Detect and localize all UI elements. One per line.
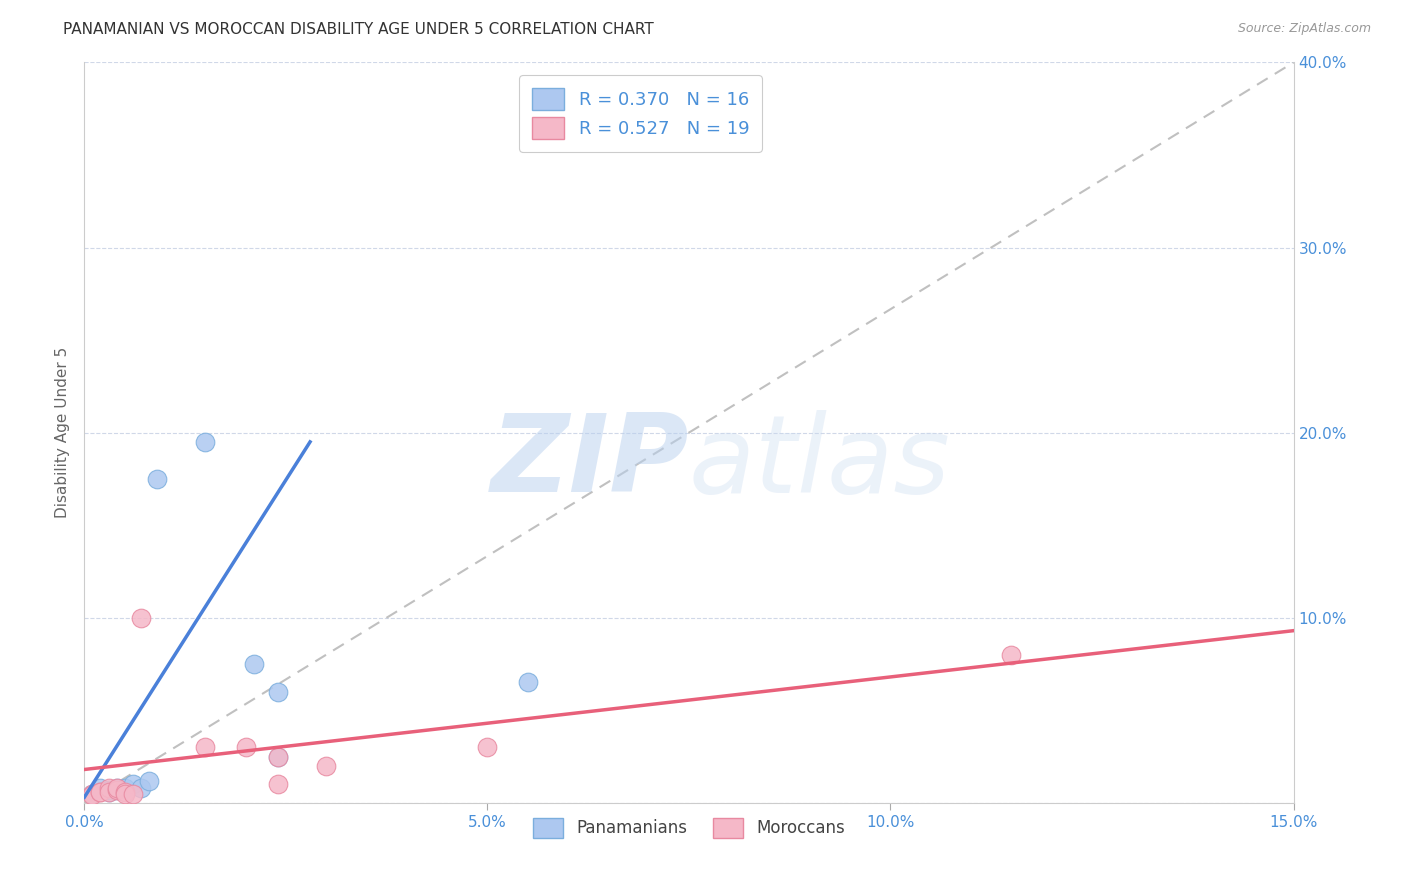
Point: [516, 675, 538, 690]
Point: [129, 610, 152, 624]
Legend: Panamanians, Moroccans: Panamanians, Moroccans: [524, 809, 853, 847]
Point: [138, 773, 160, 788]
Point: [82, 789, 104, 803]
Point: [97, 785, 120, 799]
Point: [82, 787, 104, 801]
Point: [97, 780, 120, 795]
Point: [114, 787, 136, 801]
Point: [114, 785, 136, 799]
Point: [1000, 648, 1022, 662]
Y-axis label: Disability Age Under 5: Disability Age Under 5: [55, 347, 70, 518]
Point: [89, 785, 111, 799]
Point: [267, 685, 290, 699]
Point: [242, 657, 264, 671]
Point: [105, 782, 128, 797]
Point: [267, 749, 290, 764]
Point: [129, 780, 152, 795]
Point: [267, 749, 290, 764]
Text: Source: ZipAtlas.com: Source: ZipAtlas.com: [1237, 22, 1371, 36]
Point: [477, 740, 499, 755]
Point: [194, 740, 217, 755]
Point: [121, 787, 143, 801]
Point: [82, 787, 104, 801]
Point: [97, 785, 120, 799]
Point: [97, 782, 120, 797]
Point: [114, 780, 136, 795]
Point: [105, 780, 128, 795]
Point: [105, 780, 128, 795]
Point: [146, 472, 169, 486]
Point: [121, 777, 143, 791]
Point: [89, 785, 111, 799]
Point: [105, 782, 128, 797]
Text: PANAMANIAN VS MOROCCAN DISABILITY AGE UNDER 5 CORRELATION CHART: PANAMANIAN VS MOROCCAN DISABILITY AGE UN…: [63, 22, 654, 37]
Text: ZIP: ZIP: [491, 409, 689, 516]
Point: [235, 740, 257, 755]
Point: [315, 758, 337, 772]
Text: atlas: atlas: [689, 409, 950, 515]
Point: [267, 777, 290, 791]
Point: [89, 780, 111, 795]
Point: [194, 434, 217, 449]
